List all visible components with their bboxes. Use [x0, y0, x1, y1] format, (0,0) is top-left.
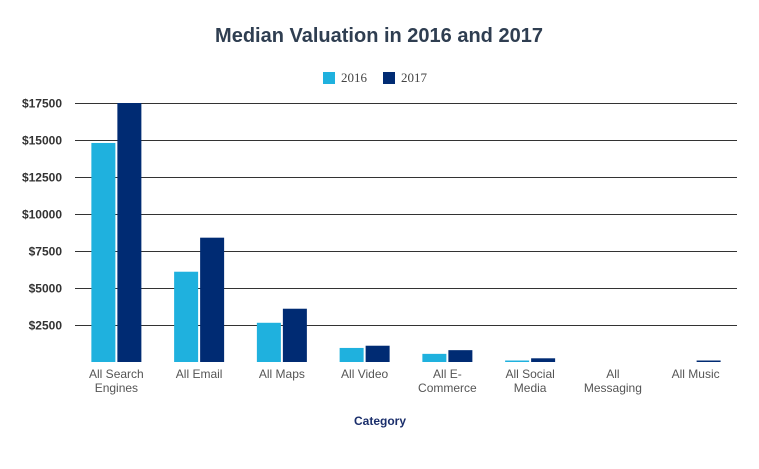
- bar-2017-5: [531, 358, 556, 362]
- legend-label-2016: 2016: [341, 70, 368, 85]
- legend: 2016 2017: [323, 70, 428, 85]
- x-tick-label: All Messaging: [584, 367, 642, 395]
- x-tick-label: All Social Media: [505, 367, 554, 395]
- x-tick-label-line: All Search: [89, 367, 144, 381]
- y-tick-label: $2500: [29, 319, 63, 333]
- x-tick-label: All E-Commerce: [418, 367, 477, 395]
- y-tick-label: $7500: [29, 245, 63, 259]
- bar-2017-3: [365, 345, 390, 362]
- bar-2017-1: [200, 237, 225, 362]
- bar-2016-5: [505, 360, 530, 362]
- bar-2016-1: [174, 271, 199, 362]
- x-axis: All Search Engines All Email All Maps All Vi…: [89, 367, 720, 395]
- x-tick-label: All Video: [341, 367, 388, 381]
- bar-2017-7: [696, 360, 721, 362]
- y-tick-label: $12500: [22, 171, 62, 185]
- x-tick-label-line: Commerce: [418, 381, 477, 395]
- legend-swatch-2017: [383, 72, 395, 84]
- bar-2016-3: [339, 347, 364, 362]
- y-tick-label: $10000: [22, 208, 62, 222]
- x-tick-label: All Email: [176, 367, 223, 381]
- bar-2016-4: [422, 353, 447, 362]
- x-tick-label-line: All Social: [505, 367, 554, 381]
- y-tick-label: $17500: [22, 97, 62, 111]
- y-axis: $2500 $5000 $7500 $10000 $12500 $15000 $17500: [22, 97, 62, 333]
- y-tick-label: $5000: [29, 282, 63, 296]
- x-tick-label-line: All E-: [433, 367, 462, 381]
- x-tick-label-line: All Video: [341, 367, 388, 381]
- bar-2017-2: [282, 308, 307, 362]
- legend-swatch-2016: [323, 72, 335, 84]
- x-axis-label: Category: [354, 414, 406, 428]
- x-tick-label: All Search Engines: [89, 367, 144, 395]
- legend-label-2017: 2017: [401, 70, 428, 85]
- x-tick-label-line: All Email: [176, 367, 223, 381]
- x-tick-label: All Music: [672, 367, 720, 381]
- x-tick-label-line: Media: [514, 381, 547, 395]
- bar-2017-4: [448, 350, 473, 362]
- x-tick-label-line: Engines: [95, 381, 138, 395]
- bar-2016-0: [91, 142, 116, 362]
- x-tick-label: All Maps: [259, 367, 305, 381]
- x-tick-label-line: Messaging: [584, 381, 642, 395]
- y-tick-label: $15000: [22, 134, 62, 148]
- x-tick-label-line: All: [606, 367, 619, 381]
- x-tick-label-line: All Music: [672, 367, 720, 381]
- bar-2016-2: [256, 322, 281, 362]
- bar-2017-0: [117, 103, 142, 362]
- bars: [91, 103, 721, 362]
- x-tick-label-line: All Maps: [259, 367, 305, 381]
- chart-title: Median Valuation in 2016 and 2017: [215, 25, 543, 47]
